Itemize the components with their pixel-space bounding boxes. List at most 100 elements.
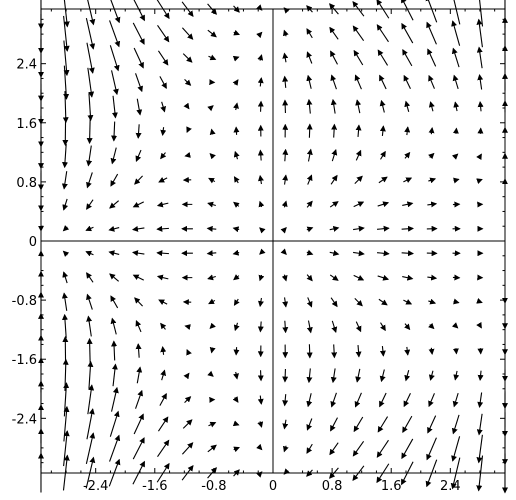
field-arrow <box>183 372 190 380</box>
field-arrow <box>354 392 362 408</box>
field-arrow <box>233 201 240 208</box>
x-tick-label: 0 <box>269 479 277 494</box>
field-arrow <box>377 250 390 257</box>
field-arrow <box>476 46 483 69</box>
field-arrow <box>132 201 144 208</box>
field-arrow <box>331 123 338 138</box>
field-arrow <box>280 227 287 234</box>
field-arrow <box>86 272 94 283</box>
field-arrow <box>352 465 365 481</box>
field-arrow <box>403 177 413 183</box>
field-arrow <box>110 147 117 165</box>
field-arrow <box>87 0 96 26</box>
field-arrow <box>355 368 362 383</box>
field-arrow <box>256 443 263 451</box>
field-arrow <box>186 126 192 134</box>
field-arrow <box>425 459 438 488</box>
field-arrow <box>207 201 216 208</box>
field-arrow <box>282 52 289 63</box>
field-arrow <box>306 226 314 233</box>
field-arrow <box>401 225 414 232</box>
field-arrow <box>256 31 263 39</box>
field-arrow <box>61 313 68 339</box>
field-arrow <box>232 79 239 86</box>
field-arrow <box>86 119 93 145</box>
field-arrow <box>353 201 365 208</box>
field-arrow <box>428 322 435 330</box>
field-arrow <box>428 74 435 89</box>
field-arrow <box>330 392 337 408</box>
field-arrow <box>63 405 70 442</box>
field-arrow <box>156 201 169 208</box>
field-arrow <box>111 340 118 361</box>
field-arrow <box>134 175 143 185</box>
field-arrow <box>401 0 414 21</box>
field-arrow <box>378 298 388 306</box>
field-arrow <box>330 98 337 114</box>
field-arrow <box>110 0 121 24</box>
field-arrow <box>62 225 70 232</box>
field-arrow <box>257 149 264 161</box>
y-tick-labels: 2.4 1.6 0.8 0 -0.8 -1.6 -2.4 <box>12 58 37 428</box>
field-arrow <box>62 250 70 257</box>
field-arrow <box>208 298 216 305</box>
field-arrow <box>355 149 362 161</box>
field-arrow <box>157 439 170 458</box>
field-arrow <box>232 420 240 427</box>
field-arrow <box>233 371 239 380</box>
field-arrow <box>184 152 191 158</box>
field-arrow <box>184 78 192 86</box>
field-arrow <box>133 413 144 435</box>
field-arrow <box>355 345 362 358</box>
field-arrow <box>86 293 93 310</box>
field-arrow <box>353 49 364 66</box>
field-arrow <box>306 393 313 408</box>
field-arrow <box>354 298 363 307</box>
field-arrow <box>404 126 411 136</box>
field-arrow <box>451 414 460 435</box>
field-arrow <box>306 297 313 308</box>
field-arrow <box>133 47 144 69</box>
field-arrow <box>257 297 264 308</box>
field-arrow <box>160 101 167 113</box>
field-arrow <box>329 250 340 257</box>
field-arrow <box>62 198 69 211</box>
field-arrow <box>110 173 119 187</box>
field-arrow <box>256 471 263 478</box>
field-arrow <box>428 393 435 408</box>
field-arrow <box>453 370 460 381</box>
field-arrow <box>61 143 68 169</box>
field-arrow <box>330 417 338 432</box>
field-arrow <box>233 322 240 332</box>
field-arrow <box>207 444 217 453</box>
field-arrow <box>62 358 69 391</box>
field-arrow <box>403 392 411 408</box>
field-arrow <box>207 467 217 479</box>
field-arrow <box>401 438 414 460</box>
field-arrow <box>136 366 143 384</box>
field-arrow <box>110 317 117 335</box>
field-arrow <box>330 368 337 384</box>
field-arrow <box>450 457 461 490</box>
field-arrow <box>209 346 216 354</box>
field-arrow <box>404 346 411 356</box>
field-arrow <box>353 225 365 232</box>
field-arrow <box>85 250 94 257</box>
field-arrow <box>306 469 313 477</box>
field-arrow <box>85 225 94 232</box>
field-arrow <box>306 320 313 334</box>
field-arrow <box>209 322 216 329</box>
field-arrow <box>133 0 145 22</box>
field-arrow <box>156 250 169 257</box>
field-arrow <box>404 370 411 382</box>
field-arrow <box>232 55 240 62</box>
field-arrow <box>306 5 313 13</box>
field-arrow <box>354 74 362 90</box>
field-arrow <box>111 386 119 412</box>
field-arrow <box>181 465 194 481</box>
field-arrow <box>401 250 414 257</box>
field-arrow <box>403 74 411 90</box>
field-arrow <box>282 174 289 185</box>
field-arrow <box>232 396 239 403</box>
